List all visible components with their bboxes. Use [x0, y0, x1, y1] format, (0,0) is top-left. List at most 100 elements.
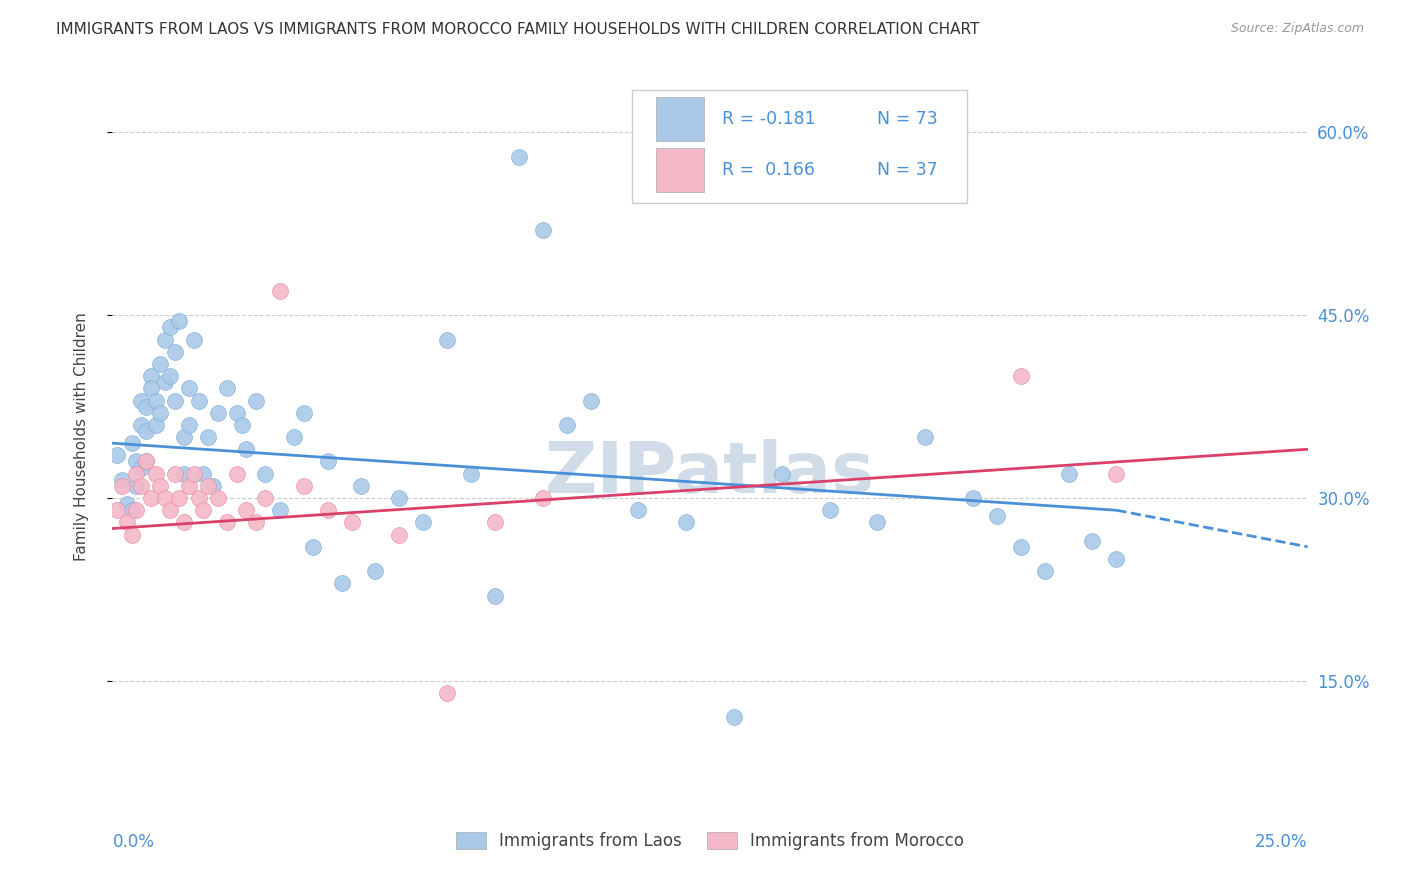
Bar [633, 90, 967, 203]
Point [201, 479, 224, 493]
Point [153, 333, 176, 347]
Point [340, 516, 363, 530]
Point [292, 406, 315, 420]
Point [388, 527, 411, 541]
Point [197, 430, 219, 444]
Point [121, 527, 143, 541]
Point [193, 467, 215, 481]
Text: N = 37: N = 37 [877, 161, 938, 179]
Point [135, 454, 157, 468]
Point [149, 479, 172, 493]
Point [111, 479, 134, 493]
Point [316, 454, 339, 468]
Point [245, 516, 267, 530]
Point [283, 430, 305, 444]
Point [125, 467, 148, 481]
Point [163, 393, 186, 408]
Point [145, 393, 167, 408]
Point [105, 448, 128, 462]
Point [1010, 540, 1032, 554]
Text: 25.0%: 25.0% [1256, 833, 1308, 851]
Point [269, 284, 291, 298]
Point [292, 479, 315, 493]
Point [159, 503, 181, 517]
Point [269, 503, 291, 517]
Point [207, 406, 229, 420]
Text: R = -0.181: R = -0.181 [723, 110, 815, 128]
Point [135, 424, 157, 438]
Point [121, 503, 143, 517]
Point [217, 516, 239, 530]
Point [193, 503, 215, 517]
Point [1081, 533, 1104, 548]
Point [135, 400, 157, 414]
Point [1057, 467, 1080, 481]
Point [627, 503, 650, 517]
Point [177, 479, 200, 493]
Point [115, 516, 138, 530]
Point [245, 393, 267, 408]
Point [129, 393, 152, 408]
Point [866, 516, 889, 530]
Text: N = 73: N = 73 [877, 110, 938, 128]
Bar [657, 97, 704, 141]
Point [105, 503, 128, 517]
Point [149, 357, 172, 371]
Point [153, 491, 176, 505]
Point [316, 503, 339, 517]
Point [163, 344, 186, 359]
Point [302, 540, 325, 554]
Point [125, 479, 148, 493]
Point [388, 491, 411, 505]
Point [484, 589, 506, 603]
Point [169, 491, 191, 505]
Point [183, 333, 205, 347]
Point [1010, 369, 1032, 384]
Point [187, 393, 209, 408]
Point [986, 509, 1008, 524]
Point [1105, 552, 1128, 566]
Point [121, 436, 143, 450]
Text: Source: ZipAtlas.com: Source: ZipAtlas.com [1230, 22, 1364, 36]
Point [914, 430, 936, 444]
Point [129, 460, 152, 475]
Point [217, 381, 239, 395]
Y-axis label: Family Households with Children: Family Households with Children [75, 313, 89, 561]
Legend: Immigrants from Laos, Immigrants from Morocco: Immigrants from Laos, Immigrants from Mo… [449, 825, 972, 856]
Point [139, 381, 162, 395]
Point [555, 417, 578, 432]
Point [207, 491, 229, 505]
Point [436, 333, 458, 347]
Point [177, 381, 200, 395]
Point [962, 491, 984, 505]
Point [1105, 467, 1128, 481]
Point [235, 442, 257, 457]
Point [169, 314, 191, 328]
Point [153, 375, 176, 389]
Point [350, 479, 373, 493]
Point [159, 320, 181, 334]
Point [235, 503, 257, 517]
Bar [657, 148, 704, 192]
Point [254, 491, 277, 505]
Point [177, 417, 200, 432]
Point [125, 503, 148, 517]
Point [173, 430, 195, 444]
Point [460, 467, 482, 481]
Point [197, 479, 219, 493]
Point [531, 491, 554, 505]
Point [231, 417, 253, 432]
Point [139, 491, 162, 505]
Point [436, 686, 458, 700]
Point [225, 406, 247, 420]
Text: IMMIGRANTS FROM LAOS VS IMMIGRANTS FROM MOROCCO FAMILY HOUSEHOLDS WITH CHILDREN : IMMIGRANTS FROM LAOS VS IMMIGRANTS FROM … [56, 22, 980, 37]
Point [145, 417, 167, 432]
Point [145, 467, 167, 481]
Point [254, 467, 277, 481]
Point [579, 393, 602, 408]
Point [412, 516, 434, 530]
Point [173, 516, 195, 530]
Point [675, 516, 697, 530]
Point [129, 479, 152, 493]
Point [163, 467, 186, 481]
